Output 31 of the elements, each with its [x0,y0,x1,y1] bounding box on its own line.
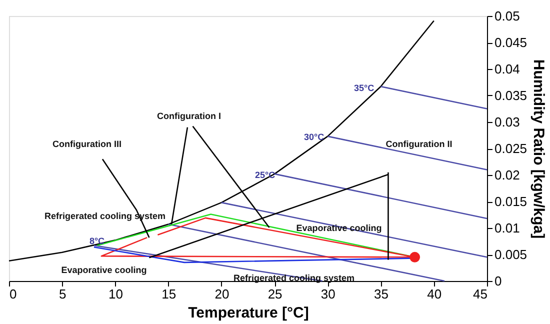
annotation: 35°C [354,83,375,93]
x-tick-label: 30 [320,286,336,302]
x-tick-label: 20 [214,286,230,302]
x-axis-title: Temperature [°C] [188,304,309,322]
y2-tick-label: 0.02 [494,168,520,182]
y2-tick-label: 0.005 [494,247,528,262]
annotation: Configuration I [157,111,221,121]
y2-tick-label: 0.025 [494,141,528,156]
y2-tick-label: 0.045 [494,35,528,50]
y2-tick-label: 0.05 [494,8,520,24]
annotation: 8°C [89,236,106,246]
annotation: Evaporative cooling [61,265,147,275]
y2-tick-label: 0.04 [494,62,520,76]
x-tick-label: 25 [268,286,282,302]
x-tick-label: 15 [162,286,176,302]
x-tick-label: 35 [374,286,389,302]
annotation: Configuration II [386,139,452,149]
x-tick-label: 45 [473,286,488,302]
annotation: Configuration III [52,139,122,149]
y2-tick-label: 0 [494,274,502,288]
y2-tick-label: 0.01 [494,220,520,236]
x-tick-label: 40 [427,286,442,302]
y2-axis-title: Humidity Ratio [kgw/kga] [530,59,548,239]
y2-tick-label: 0.015 [494,194,528,209]
x-tick-label: 5 [58,286,66,302]
annotation: Evaporative cooling [296,223,382,233]
y2-tick-label: 0.035 [494,88,528,103]
annotation: 30°C [304,132,325,142]
x-tick-label: 10 [108,286,123,302]
y2-tick-label: 0.03 [494,114,520,130]
x-tick-label: 0 [10,286,17,302]
